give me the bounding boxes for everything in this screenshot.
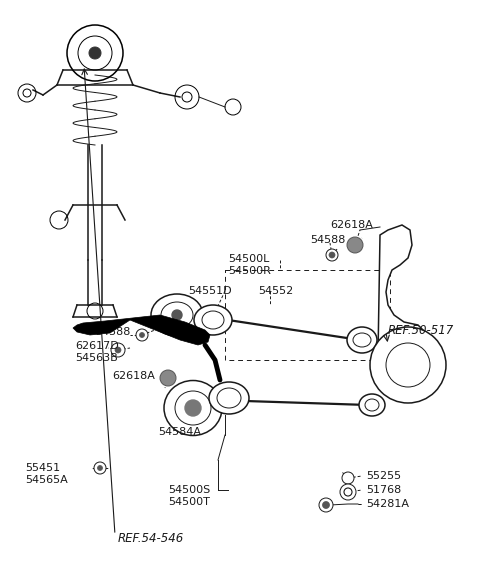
Text: 54500S: 54500S (168, 485, 210, 495)
Ellipse shape (175, 391, 211, 425)
Text: 54281A: 54281A (366, 499, 409, 509)
Circle shape (140, 332, 144, 337)
Text: REF.54-546: REF.54-546 (118, 532, 184, 545)
Ellipse shape (365, 399, 379, 411)
Text: 51768: 51768 (366, 485, 401, 495)
Text: 54588: 54588 (310, 235, 346, 245)
Text: REF.50-517: REF.50-517 (388, 324, 454, 336)
Text: 54563B: 54563B (75, 353, 118, 363)
Ellipse shape (151, 294, 203, 336)
Circle shape (323, 501, 329, 509)
Ellipse shape (164, 380, 222, 436)
Circle shape (185, 400, 201, 416)
Text: 54551D: 54551D (188, 286, 232, 296)
Text: 54500R: 54500R (228, 266, 271, 276)
Circle shape (97, 465, 103, 471)
Circle shape (340, 484, 356, 500)
Circle shape (172, 310, 182, 320)
Text: 54588: 54588 (95, 327, 131, 337)
Circle shape (89, 47, 101, 59)
Ellipse shape (161, 302, 193, 328)
Text: 54584A: 54584A (158, 427, 201, 437)
Text: 54552: 54552 (258, 286, 293, 296)
Circle shape (386, 343, 430, 387)
Circle shape (136, 329, 148, 341)
Ellipse shape (359, 394, 385, 416)
Ellipse shape (209, 382, 249, 414)
Polygon shape (378, 225, 432, 398)
Text: 54500T: 54500T (168, 497, 210, 507)
Circle shape (326, 249, 338, 261)
Circle shape (160, 370, 176, 386)
Circle shape (329, 252, 335, 258)
Text: 54565A: 54565A (25, 475, 68, 485)
Ellipse shape (194, 305, 232, 335)
Circle shape (370, 327, 446, 403)
Ellipse shape (347, 327, 377, 353)
Text: 54500L: 54500L (228, 254, 269, 264)
Text: 62618A: 62618A (112, 371, 155, 381)
Circle shape (319, 498, 333, 512)
Circle shape (115, 347, 121, 353)
Circle shape (344, 488, 352, 496)
Text: 62618A: 62618A (330, 220, 373, 230)
Text: 55451: 55451 (25, 463, 60, 473)
Ellipse shape (202, 311, 224, 329)
Circle shape (342, 472, 354, 484)
Circle shape (347, 237, 363, 253)
Ellipse shape (353, 333, 371, 347)
Ellipse shape (217, 388, 241, 408)
Text: 55255: 55255 (366, 471, 401, 481)
Circle shape (94, 462, 106, 474)
Circle shape (111, 343, 125, 357)
Polygon shape (73, 315, 210, 345)
Text: 62617D: 62617D (75, 341, 119, 351)
